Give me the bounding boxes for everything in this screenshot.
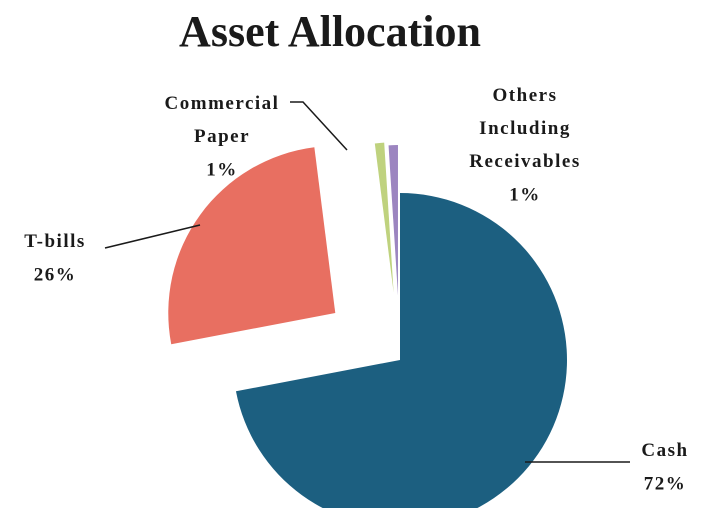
value-label: 1% [509,184,541,205]
slice-label: T-bills [24,231,86,252]
slice-label: Others Including Receivables [469,85,580,172]
value-label: 26% [34,264,77,285]
slice-label: Commercial Paper [165,93,280,147]
pie-slice [235,193,567,508]
leader-line [104,224,201,249]
pie-slice [388,145,398,296]
value-label: 72% [644,473,687,494]
value-label: 1% [206,159,238,180]
chart-title: Asset Allocation [179,7,481,56]
slice-label: Cash [641,440,688,461]
pie-slice [168,147,336,345]
pie-slice [374,142,394,293]
leader-line [290,101,348,151]
